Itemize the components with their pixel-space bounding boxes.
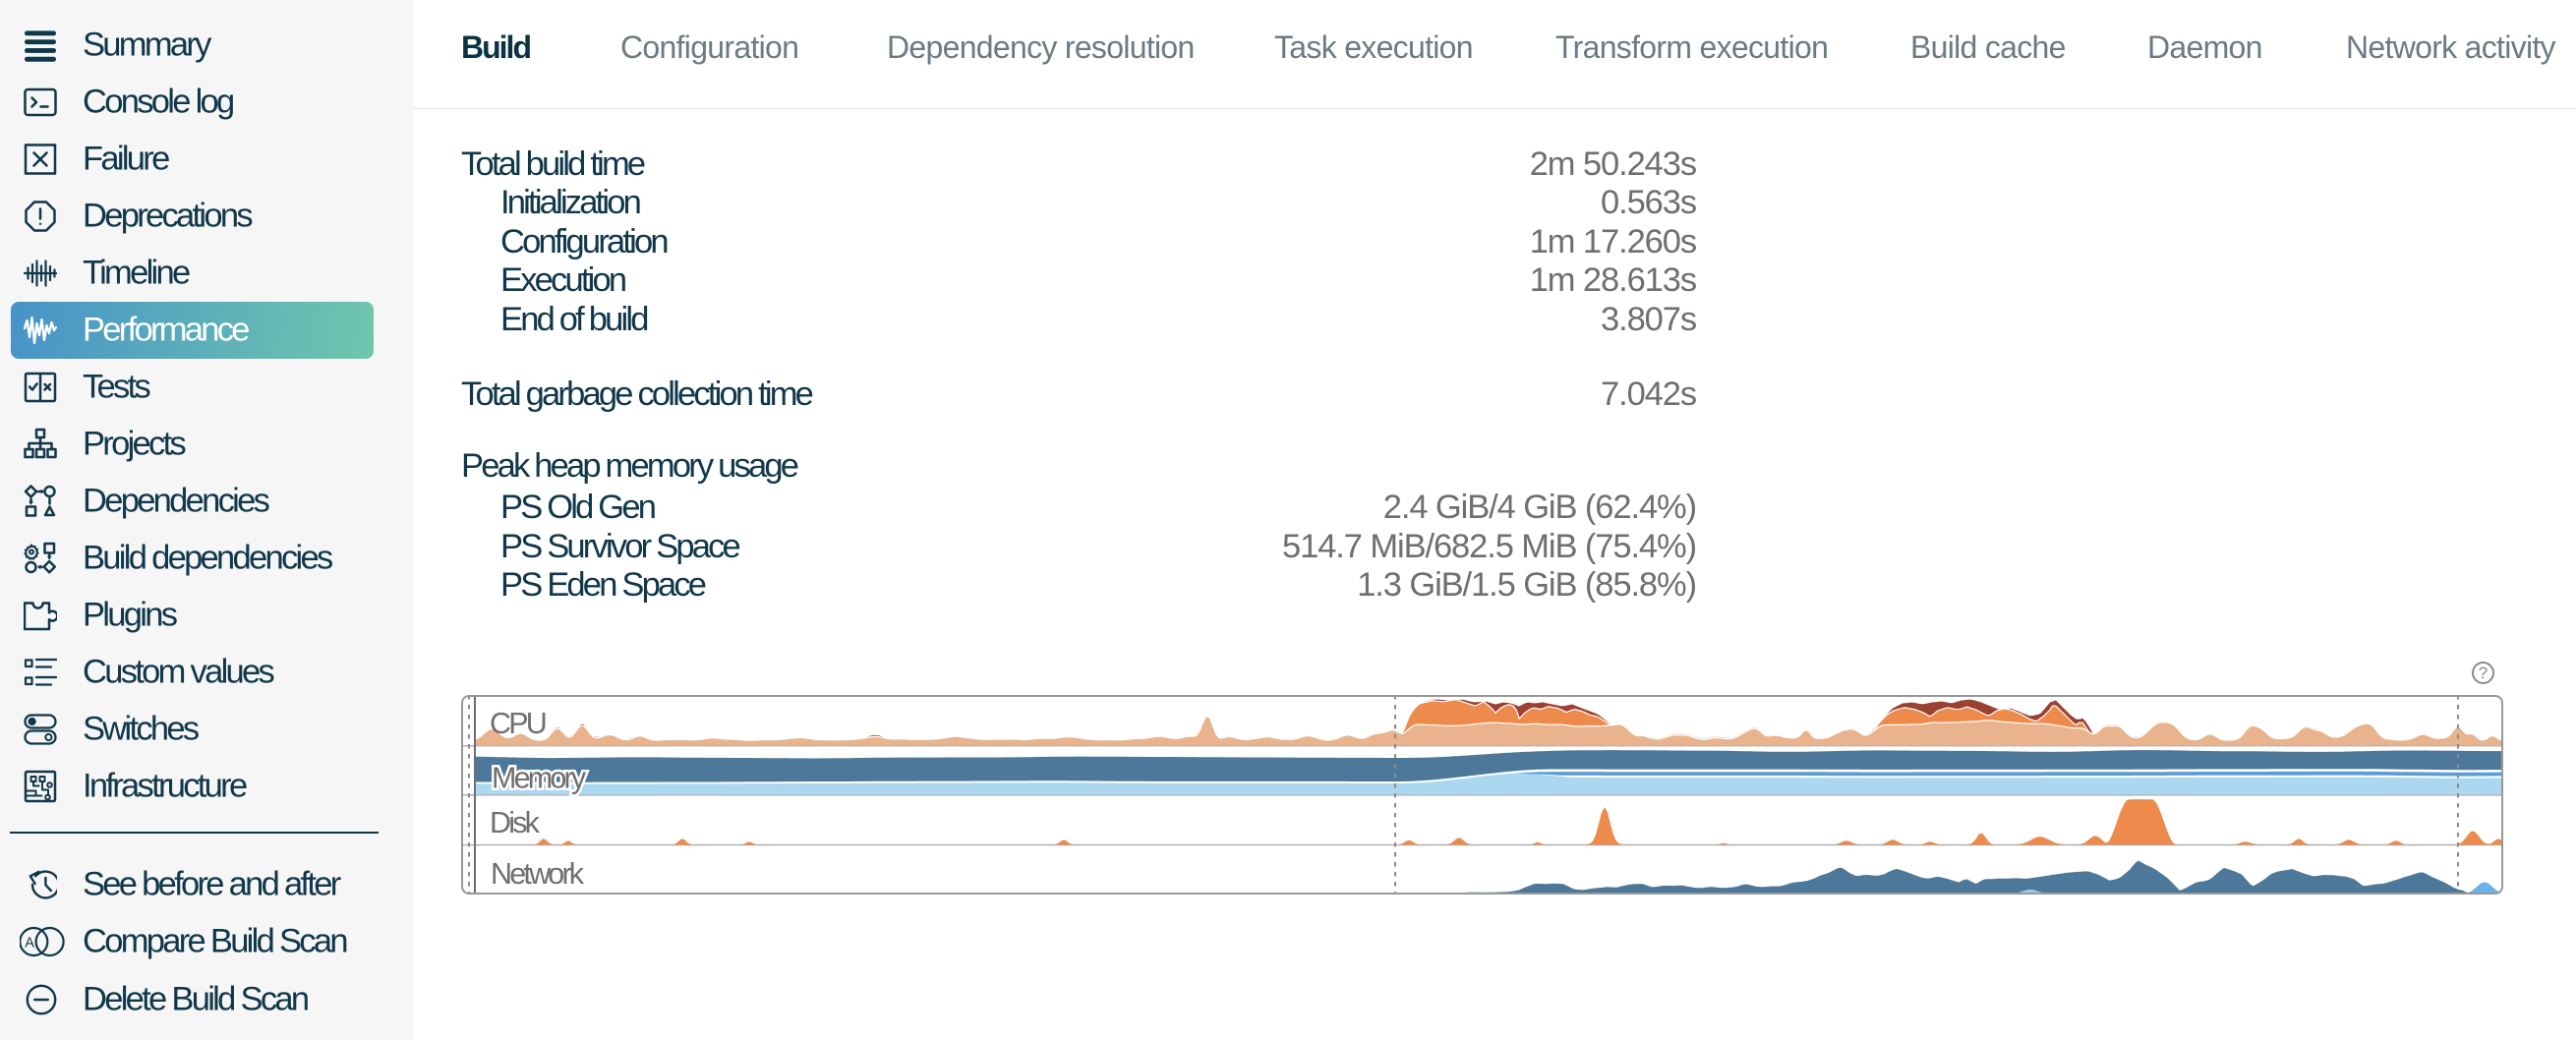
svg-text:CPU: CPU: [490, 707, 546, 740]
svg-text:Memory: Memory: [492, 762, 587, 795]
svg-text:Disk: Disk: [490, 806, 541, 839]
svg-text:A: A: [25, 936, 34, 952]
svg-text:Network: Network: [491, 857, 585, 891]
